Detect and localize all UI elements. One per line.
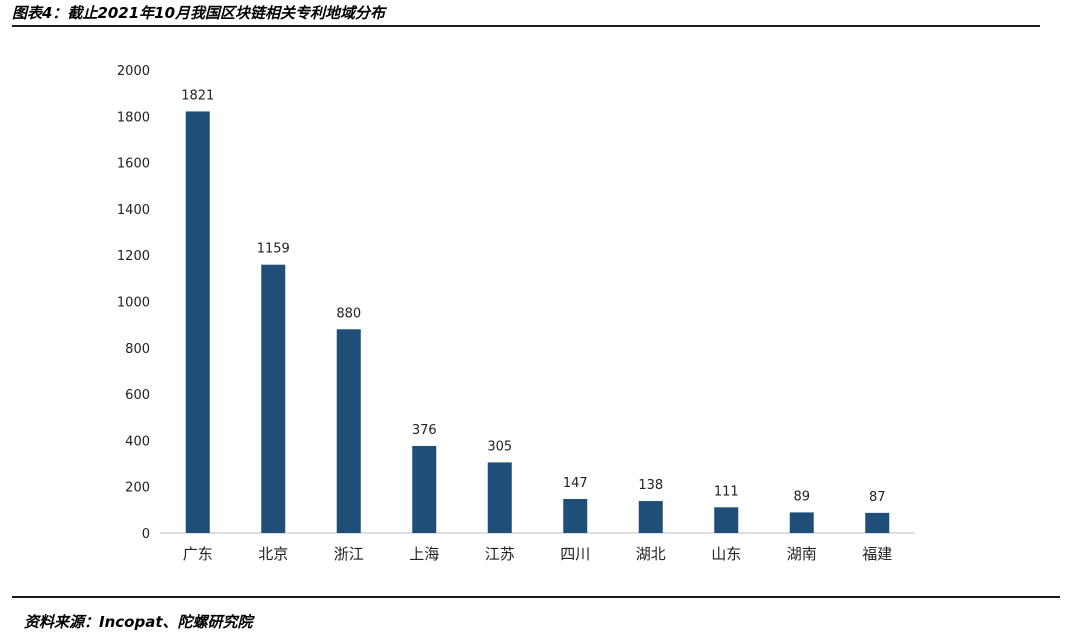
x-tick-label: 福建 [862, 545, 892, 563]
y-tick-label: 1200 [117, 249, 150, 264]
x-tick-label: 北京 [258, 545, 288, 563]
data-label: 111 [714, 484, 739, 499]
bar [487, 462, 512, 533]
bar [185, 111, 210, 533]
x-tick-label: 湖南 [787, 545, 817, 563]
x-tick-label: 江苏 [485, 545, 515, 563]
y-tick-label: 1000 [117, 296, 150, 311]
y-tick-label: 800 [125, 342, 150, 357]
x-tick-label: 湖北 [636, 545, 666, 563]
y-tick-label: 1800 [117, 110, 150, 125]
bar [714, 507, 739, 533]
data-label: 1821 [181, 88, 214, 103]
y-tick-label: 400 [125, 434, 150, 449]
data-label: 880 [336, 306, 361, 321]
data-label: 305 [487, 439, 512, 454]
y-tick-label: 1400 [117, 203, 150, 218]
data-label: 1159 [257, 242, 290, 257]
top-rule [12, 25, 1040, 27]
data-label: 89 [793, 489, 810, 504]
x-tick-label: 广东 [183, 545, 213, 563]
y-tick-label: 0 [142, 527, 150, 542]
bar [261, 264, 286, 533]
bar [336, 329, 361, 533]
x-tick-label: 山东 [711, 545, 741, 563]
bar [412, 445, 437, 533]
data-label: 138 [638, 478, 663, 493]
source-note: 资料来源：Incopat、陀螺研究院 [24, 613, 253, 631]
bar [789, 512, 814, 533]
bottom-rule [12, 596, 1060, 598]
data-label: 87 [869, 490, 886, 505]
y-tick-label: 1600 [117, 157, 150, 172]
x-tick-label: 上海 [409, 545, 439, 563]
y-tick-label: 600 [125, 388, 150, 403]
bar [638, 501, 663, 533]
x-tick-label: 四川 [560, 545, 590, 563]
figure-title: 图表4：截止2021年10月我国区块链相关专利地域分布 [12, 4, 386, 22]
x-tick-label: 浙江 [334, 545, 364, 563]
y-tick-label: 200 [125, 481, 150, 496]
bar [563, 498, 588, 533]
bar [865, 512, 890, 533]
data-label: 147 [563, 476, 588, 491]
y-tick-label: 2000 [117, 64, 150, 79]
data-label: 376 [412, 423, 437, 438]
